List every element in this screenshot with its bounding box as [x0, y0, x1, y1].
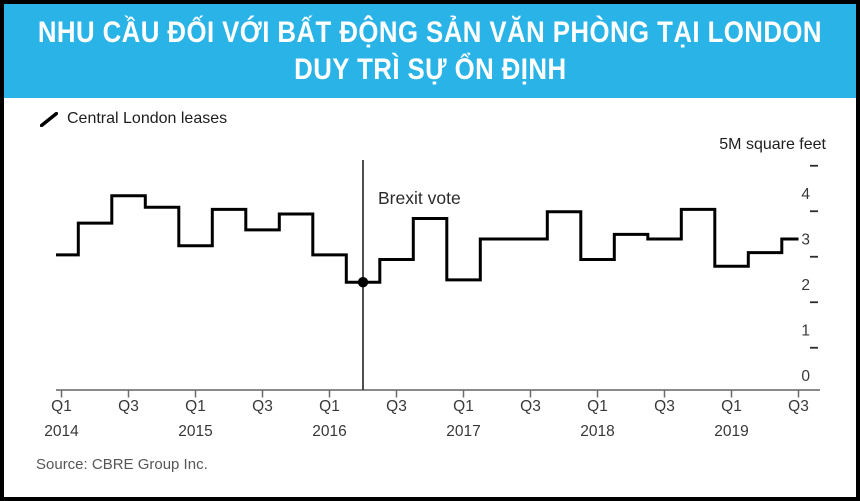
x-tick-label: Q1 — [319, 398, 340, 415]
y-tick-label: 0 — [801, 368, 810, 385]
y-tick-label: 2 — [801, 277, 810, 294]
x-tick-label: Q3 — [788, 398, 809, 415]
chart-title-line-1: NHU CẦU ĐỐI VỚI BẤT ĐỘNG SẢN VĂN PHÒNG T… — [37, 16, 823, 49]
brexit-annotation: Brexit vote — [362, 160, 461, 390]
x-tick-label: Q3 — [654, 398, 675, 415]
brexit-vote-label: Brexit vote — [378, 188, 461, 208]
y-tick-label: 3 — [801, 232, 810, 249]
x-tick-label: Q3 — [386, 398, 407, 415]
x-tick-label: Q1 — [185, 398, 206, 415]
x-year-label: 2019 — [714, 423, 748, 440]
title-banner: NHU CẦU ĐỐI VỚI BẤT ĐỘNG SẢN VĂN PHÒNG T… — [4, 4, 856, 98]
x-tick-label: Q1 — [453, 398, 474, 415]
y-tick-label: 1 — [801, 323, 810, 340]
legend: Central London leases — [40, 110, 227, 128]
x-tick-label: Q3 — [252, 398, 273, 415]
line-series-icon — [40, 111, 58, 127]
x-tick-label: Q3 — [520, 398, 541, 415]
x-year-label: 2018 — [580, 423, 614, 440]
series-central-london-leases — [56, 194, 799, 288]
x-year-label: 2016 — [312, 423, 346, 440]
x-axis: Q1 2014 Q3 Q1 2015 Q3 Q1 2016 Q3 Q1 2017 Q3 Q1 2018 Q3… — [44, 389, 820, 440]
y-tick-label: 4 — [801, 186, 810, 203]
x-tick-label: Q3 — [118, 398, 139, 415]
x-year-label: 2017 — [446, 423, 480, 440]
x-year-label: 2014 — [44, 423, 79, 440]
central-london-leases-line — [56, 194, 799, 284]
x-tick-label: Q1 — [721, 398, 742, 415]
chart-title-line-2: DUY TRÌ SỰ ỔN ĐỊNH — [293, 52, 567, 86]
legend-label: Central London leases — [67, 110, 228, 127]
y-axis: 0 1 2 3 4 — [801, 164, 818, 385]
y-axis-unit-label: 5M square feet — [719, 136, 826, 153]
brexit-vote-point — [357, 277, 369, 288]
x-tick-label: Q1 — [51, 398, 72, 415]
x-tick-label: Q1 — [587, 398, 608, 415]
x-year-label: 2015 — [178, 423, 212, 440]
source-note: Source: CBRE Group Inc. — [36, 456, 208, 473]
